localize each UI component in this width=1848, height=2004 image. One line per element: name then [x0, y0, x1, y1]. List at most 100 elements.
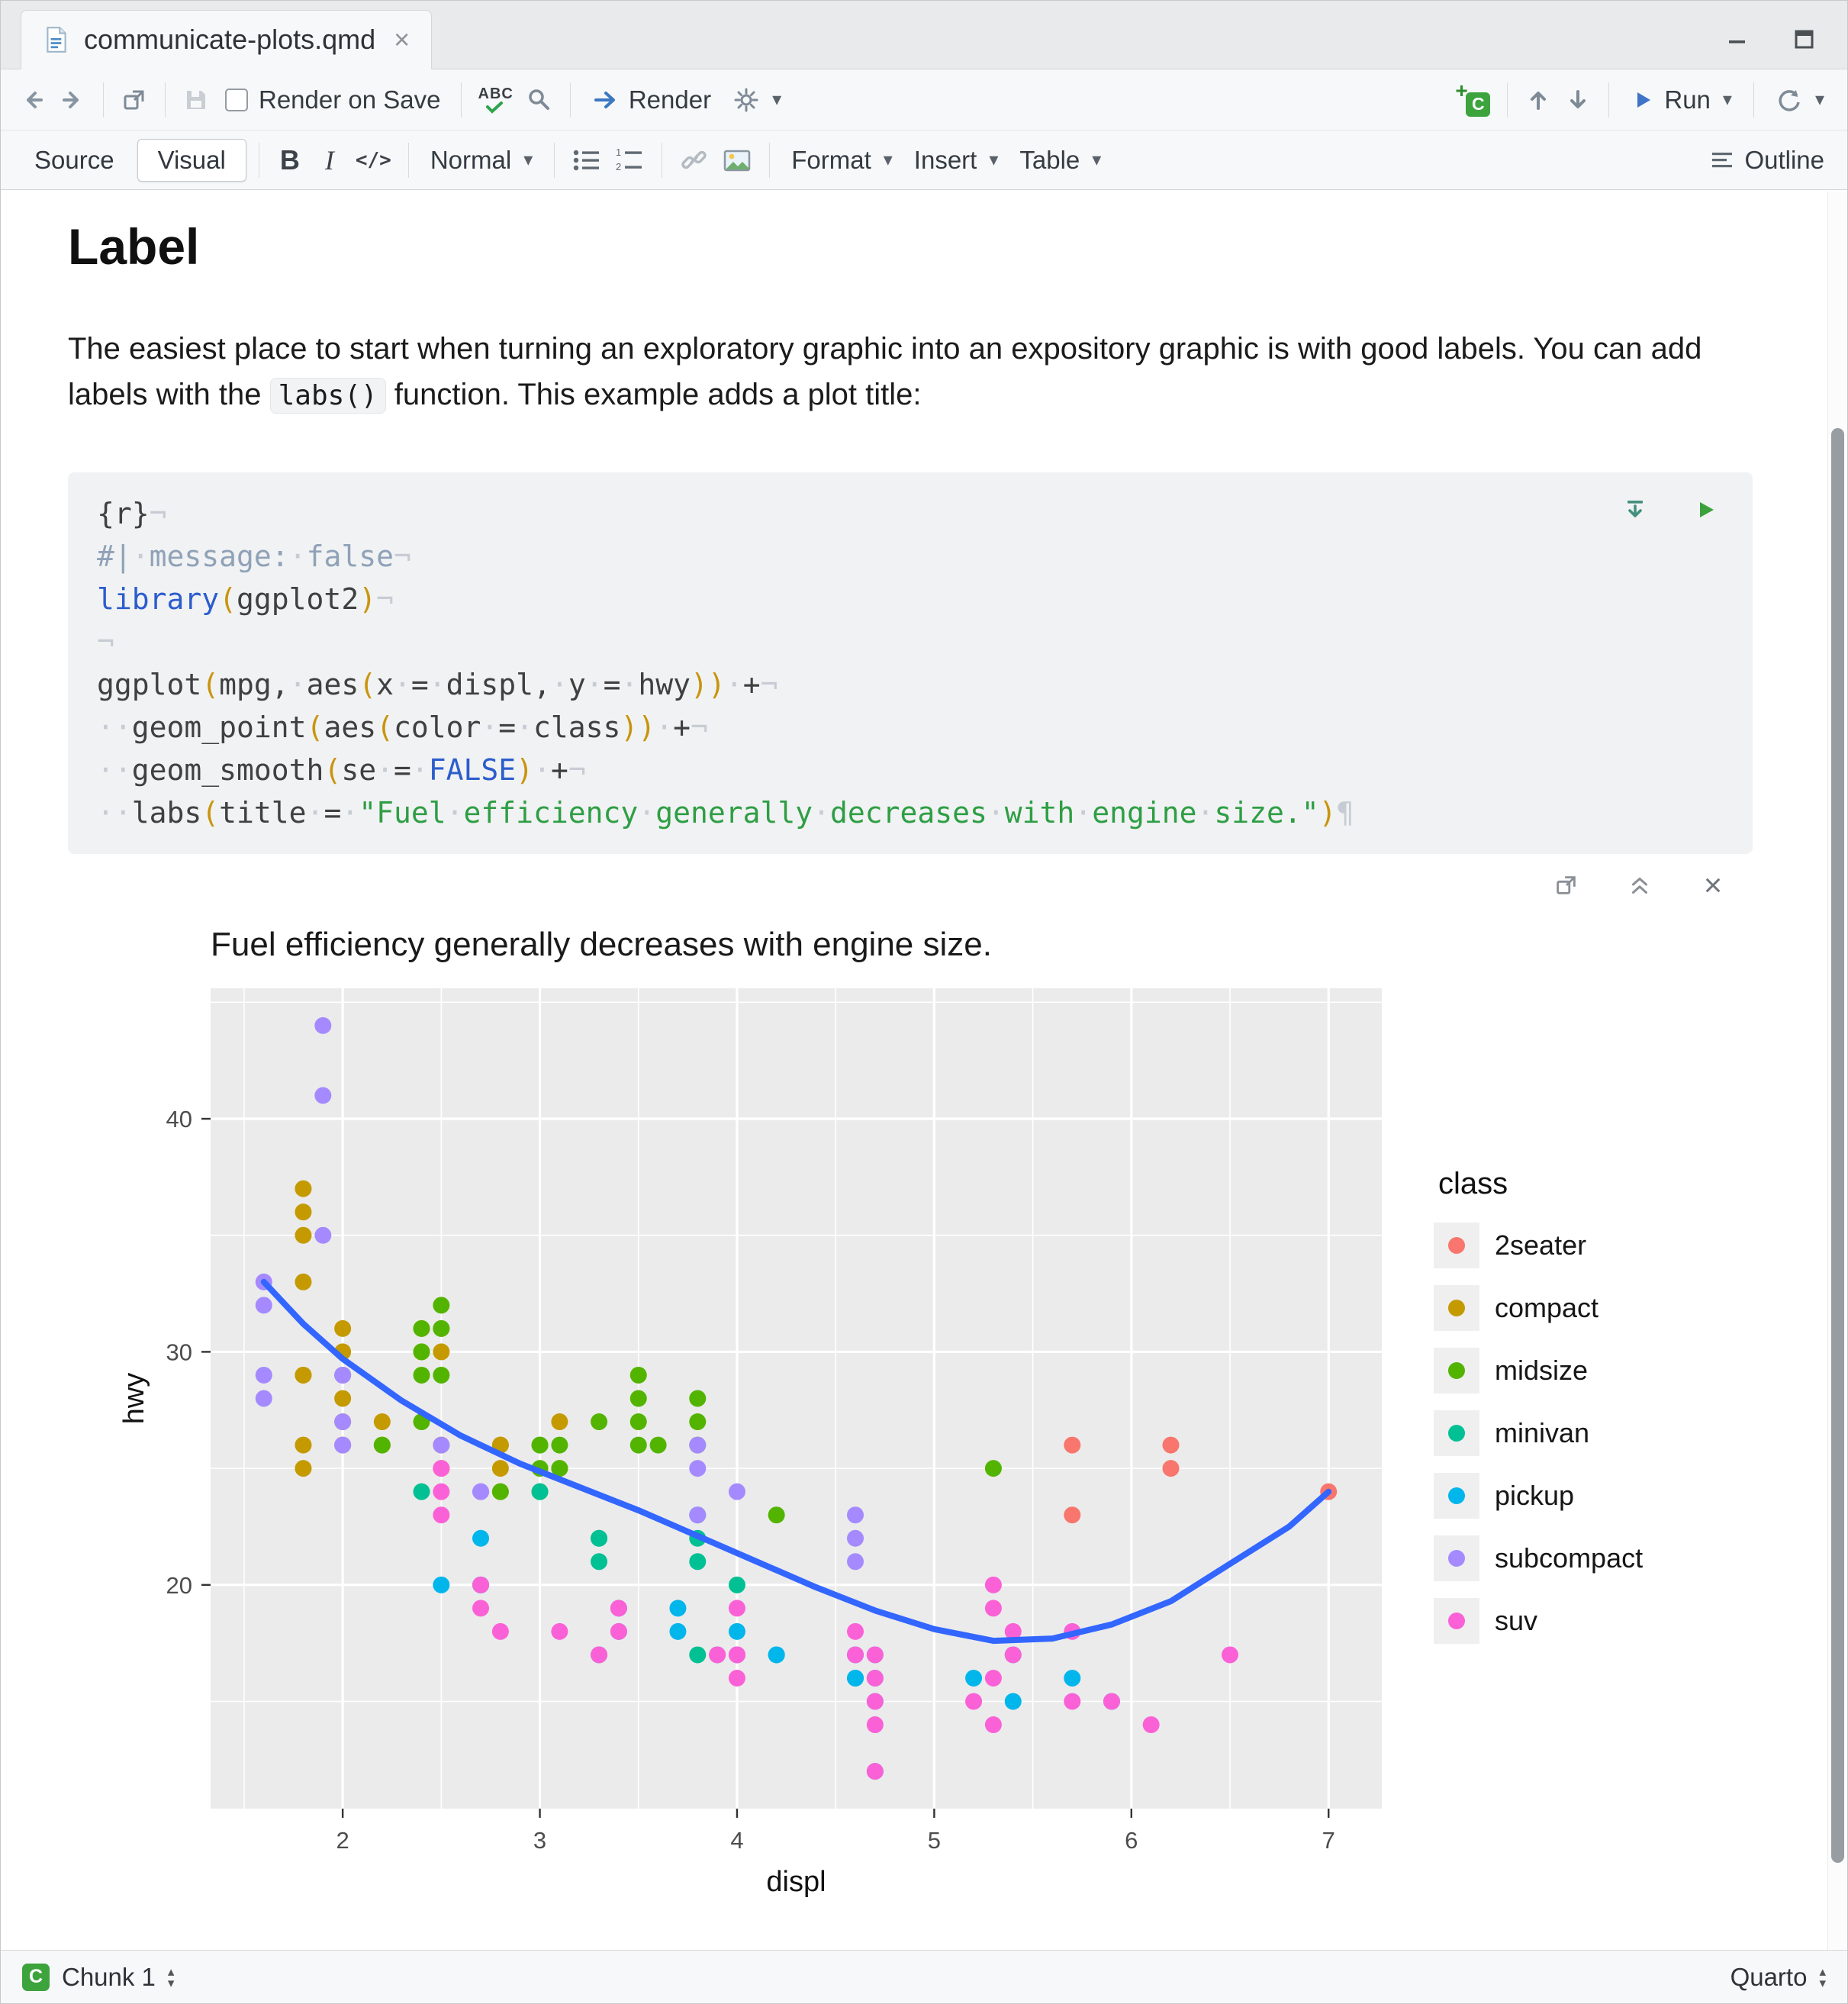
paragraph-style-dropdown[interactable]: Normal ▾	[420, 138, 543, 182]
legend-entry: compact	[1434, 1285, 1750, 1331]
bold-button[interactable]: B	[270, 138, 310, 182]
run-label: Run	[1664, 85, 1711, 114]
chunk-label: Chunk 1	[62, 1962, 156, 1991]
legend-entry: midsize	[1434, 1348, 1750, 1393]
format-menu[interactable]: Format ▾	[781, 138, 903, 182]
check-icon	[485, 101, 503, 114]
editor-canvas: Label The easiest place to start when tu…	[1, 192, 1847, 1950]
svg-text:2: 2	[336, 1827, 349, 1854]
spellcheck-button[interactable]: ABC	[472, 78, 520, 122]
inline-code-button[interactable]: </>	[349, 138, 398, 182]
code-chunk[interactable]: {r}¬ #|·message:·false¬ library(ggplot2)¬ ¬…	[68, 472, 1753, 854]
vertical-scrollbar[interactable]	[1827, 192, 1847, 1950]
visual-toggle[interactable]: Visual	[137, 138, 246, 182]
svg-text:7: 7	[1322, 1827, 1335, 1854]
outline-toggle[interactable]: Outline	[1698, 138, 1835, 182]
maximize-icon[interactable]	[1785, 18, 1824, 62]
doc-heading[interactable]: Label	[68, 218, 200, 275]
output-close-button[interactable]: ×	[1693, 863, 1733, 907]
gear-icon	[732, 86, 760, 114]
link-button[interactable]	[673, 138, 716, 182]
svg-text:40: 40	[166, 1106, 192, 1132]
render-settings-button[interactable]: ▾	[722, 78, 792, 122]
source-toggle[interactable]: Source	[14, 140, 134, 181]
code-chunk-body: {r}¬ #|·message:·false¬ library(ggplot2)¬ ¬…	[97, 492, 1724, 834]
checkbox-box[interactable]	[225, 88, 248, 111]
code-line[interactable]: #|·message:·false¬	[97, 540, 411, 573]
run-all-above-button[interactable]	[1615, 488, 1655, 532]
output-collapse-button[interactable]	[1620, 863, 1660, 907]
plot-legend: class 2seater compact midsize minivan pickup…	[1434, 1167, 1750, 1661]
editor-tab[interactable]: communicate-plots.qmd ×	[21, 10, 433, 69]
svg-text:20: 20	[166, 1572, 192, 1599]
svg-text:1: 1	[616, 147, 621, 158]
search-button[interactable]	[520, 78, 559, 122]
legend-entry: pickup	[1434, 1473, 1750, 1519]
chunk-icon: C	[22, 1963, 50, 1991]
next-chunk-button[interactable]	[1558, 78, 1598, 122]
insert-chunk-button[interactable]: + C	[1450, 78, 1496, 122]
legend-entry: suv	[1434, 1598, 1750, 1644]
svg-text:5: 5	[928, 1827, 941, 1854]
rerun-button[interactable]: ▾	[1765, 78, 1835, 122]
code-line[interactable]: ggplot(mpg,·aes(x·=·displ,·y·=·hwy))·+¬	[97, 668, 778, 701]
render-on-save-checkbox[interactable]: Render on Save	[216, 85, 450, 114]
run-icon	[1631, 88, 1655, 112]
svg-text:2: 2	[616, 161, 621, 172]
quarto-format-selector[interactable]: Quarto ▴ ▾	[1730, 1963, 1826, 1992]
qmd-file-icon	[43, 25, 70, 54]
output-popout-button[interactable]	[1547, 863, 1586, 907]
code-line[interactable]: ··geom_point(aes(color·=·class))·+¬	[97, 710, 708, 744]
image-button[interactable]	[716, 138, 758, 182]
code-line[interactable]: ··geom_smooth(se·=·FALSE)·+¬	[97, 753, 586, 787]
svg-text:Fuel efficiency generally decr: Fuel efficiency generally decreases with…	[211, 926, 992, 963]
chunk-output: × Fuel efficiency generally decreases wi…	[68, 862, 1753, 1930]
legend-entry: minivan	[1434, 1410, 1750, 1456]
quarto-label: Quarto	[1730, 1962, 1808, 1991]
rerun-icon	[1776, 86, 1803, 114]
svg-text:hwy: hwy	[118, 1373, 150, 1425]
run-chunk-button[interactable]	[1685, 488, 1725, 532]
render-on-save-label: Render on Save	[259, 85, 441, 114]
inline-code: labs()	[269, 378, 386, 414]
chunk-spinner[interactable]: ▴ ▾	[167, 1964, 175, 1990]
code-line[interactable]: ¬	[97, 625, 114, 659]
bullet-list-button[interactable]	[565, 138, 608, 182]
doc-paragraph[interactable]: The easiest place to start when turning …	[68, 326, 1777, 417]
code-line[interactable]: ··labs(title·=·"Fuel·efficiency·generall…	[97, 796, 1354, 830]
chunk-indicator[interactable]: C Chunk 1 ▴ ▾	[22, 1963, 174, 1992]
save-button[interactable]	[176, 78, 216, 122]
main-toolbar: Render on Save ABC Render	[1, 69, 1847, 130]
editor-tabstrip: communicate-plots.qmd ×	[1, 1, 1847, 69]
tab-title: communicate-plots.qmd	[84, 24, 376, 55]
render-label: Render	[628, 85, 712, 114]
legend-title: class	[1438, 1167, 1508, 1200]
legend-entry: subcompact	[1434, 1535, 1750, 1581]
code-line[interactable]: library(ggplot2)¬	[97, 582, 394, 616]
ggplot-scatter-plot: Fuel efficiency generally decreases with…	[118, 926, 1382, 1898]
italic-button[interactable]: I	[310, 138, 349, 182]
code-line[interactable]: {r}¬	[97, 497, 167, 530]
insert-menu[interactable]: Insert ▾	[903, 138, 1009, 182]
forward-button[interactable]	[53, 78, 92, 122]
back-button[interactable]	[13, 78, 53, 122]
popout-button[interactable]	[114, 78, 154, 122]
prev-chunk-button[interactable]	[1518, 78, 1558, 122]
legend-entry: 2seater	[1434, 1223, 1750, 1268]
svg-text:30: 30	[166, 1339, 192, 1365]
quarto-spinner[interactable]: ▴ ▾	[1819, 1964, 1826, 1990]
table-menu[interactable]: Table ▾	[1009, 138, 1112, 182]
minimize-icon[interactable]	[1718, 18, 1757, 62]
svg-text:displ: displ	[766, 1866, 826, 1898]
scrollbar-thumb[interactable]	[1831, 428, 1844, 1863]
tab-close-icon[interactable]: ×	[394, 24, 410, 55]
status-bar: C Chunk 1 ▴ ▾ Quarto ▴ ▾	[1, 1950, 1847, 2003]
outline-icon	[1709, 149, 1735, 172]
run-button[interactable]: Run ▾	[1620, 78, 1743, 122]
svg-text:6: 6	[1125, 1827, 1138, 1854]
svg-text:3: 3	[533, 1827, 546, 1854]
render-button[interactable]: Render	[581, 78, 722, 122]
